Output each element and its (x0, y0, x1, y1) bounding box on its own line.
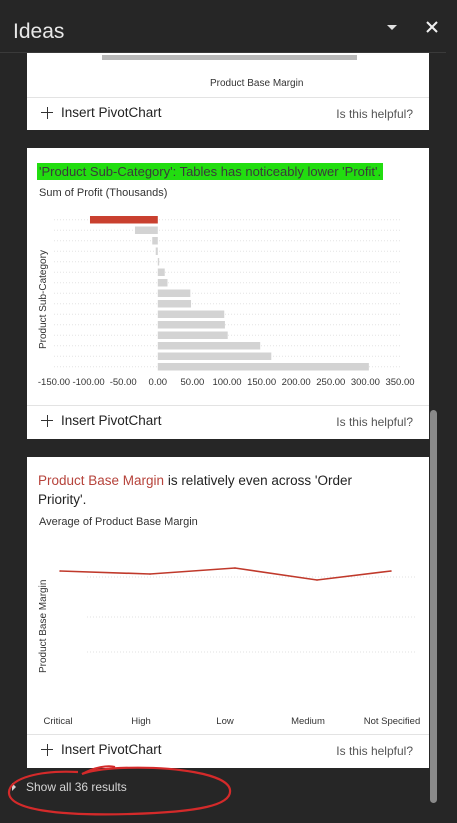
insert-pivotchart-label: Insert PivotChart (61, 413, 162, 428)
scrollbar-thumb[interactable] (430, 410, 437, 803)
margin-line-chart: Critical High Low Medium Not Specified (27, 537, 429, 732)
bar (135, 227, 158, 235)
bar (158, 311, 224, 319)
plus-icon (41, 107, 53, 119)
data-point (149, 573, 151, 575)
plus-icon (41, 415, 53, 427)
x-axis-label: Product Base Margin (210, 78, 303, 89)
bar (158, 342, 260, 350)
x-tick-label: Medium (291, 716, 325, 727)
is-this-helpful-link[interactable]: Is this helpful? (336, 107, 413, 121)
idea-card-2: 'Product Sub-Category': Tables has notic… (27, 148, 429, 439)
series-line (60, 568, 391, 580)
scrollbar-track[interactable] (446, 53, 457, 823)
profit-bar-chart: -150.00 -100.00 -50.00 0.00 50.00 100.00 150.0… (27, 208, 429, 398)
pane-title: Ideas (13, 20, 64, 44)
bar (152, 237, 158, 245)
chart-subtitle: Average of Product Base Margin (39, 516, 198, 528)
bar (90, 216, 158, 224)
x-tick-label: -100.00 (72, 377, 104, 388)
idea-card-3: Product Base Margin is relatively even a… (27, 457, 429, 768)
data-point (390, 570, 392, 572)
chart-subtitle: Sum of Profit (Thousands) (39, 187, 167, 199)
close-icon[interactable] (424, 19, 440, 35)
bar (158, 290, 191, 298)
x-tick-label: High (131, 716, 151, 727)
bar (158, 321, 225, 329)
x-tick-label: Critical (43, 716, 72, 727)
x-tick-label: 0.00 (149, 377, 168, 388)
x-tick-label: -150.00 (38, 377, 70, 388)
is-this-helpful-link[interactable]: Is this helpful? (336, 744, 413, 758)
bar (158, 279, 168, 287)
x-tick-label: Low (216, 716, 234, 727)
card-footer: Insert PivotChart Is this helpful? (27, 405, 429, 440)
data-point (234, 567, 236, 569)
card-footer: Insert PivotChart Is this helpful? (27, 97, 429, 132)
bar (158, 363, 369, 371)
insert-pivotchart-label: Insert PivotChart (61, 742, 162, 757)
plus-icon (41, 744, 53, 756)
insert-pivotchart-button[interactable]: Insert PivotChart (41, 105, 162, 120)
x-tick-label: Not Specified (364, 716, 421, 727)
ideas-header: Ideas (0, 0, 457, 52)
bar (158, 269, 165, 277)
is-this-helpful-link[interactable]: Is this helpful? (336, 415, 413, 429)
x-tick-label: 50.00 (181, 377, 205, 388)
pane-options-icon[interactable] (385, 22, 399, 32)
x-tick-label: 250.00 (316, 377, 345, 388)
x-tick-label: 200.00 (282, 377, 311, 388)
bar (158, 258, 159, 266)
data-point (316, 579, 318, 581)
bar (158, 353, 271, 361)
bar (158, 332, 228, 340)
chart-bar (102, 55, 357, 60)
hand-drawn-circle-annotation (0, 760, 240, 823)
insert-pivotchart-button[interactable]: Insert PivotChart (41, 742, 162, 757)
x-tick-label: 150.00 (247, 377, 276, 388)
x-tick-label: 350.00 (385, 377, 414, 388)
data-point (59, 570, 61, 572)
insert-pivotchart-label: Insert PivotChart (61, 105, 162, 120)
x-tick-label: 300.00 (351, 377, 380, 388)
bar (158, 300, 191, 308)
headline-field: Product Base Margin (38, 473, 164, 488)
idea-card-1: Product Base Margin Insert PivotChart Is… (27, 53, 429, 130)
idea-headline: 'Product Sub-Category': Tables has notic… (37, 162, 383, 181)
insert-pivotchart-button[interactable]: Insert PivotChart (41, 413, 162, 428)
x-tick-label: -50.00 (110, 377, 137, 388)
x-tick-label: 100.00 (212, 377, 241, 388)
idea-headline: Product Base Margin is relatively even a… (38, 471, 368, 509)
headline-highlight: 'Product Sub-Category': Tables has notic… (37, 163, 383, 180)
bar (156, 248, 158, 256)
